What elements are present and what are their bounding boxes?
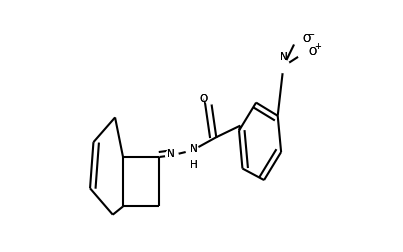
Text: N: N [167,148,174,158]
Text: O: O [200,93,208,103]
Text: N: N [280,52,287,62]
Text: −: − [307,30,314,39]
Text: +: + [314,42,321,51]
Text: N: N [190,143,197,153]
Text: H: H [190,160,197,170]
Text: N: N [280,52,287,62]
Text: O: O [200,93,208,103]
Text: −: − [307,30,314,39]
Text: O: O [302,34,310,44]
Text: +: + [314,42,321,51]
Text: O: O [302,34,310,44]
Text: N: N [190,143,197,153]
Circle shape [166,149,178,162]
Circle shape [277,61,290,73]
Circle shape [186,145,199,157]
Text: H: H [190,160,197,170]
Text: O: O [309,46,317,56]
Circle shape [291,33,303,45]
Text: N: N [167,148,174,158]
Circle shape [204,92,217,105]
Text: O: O [309,46,317,56]
Circle shape [297,48,310,60]
